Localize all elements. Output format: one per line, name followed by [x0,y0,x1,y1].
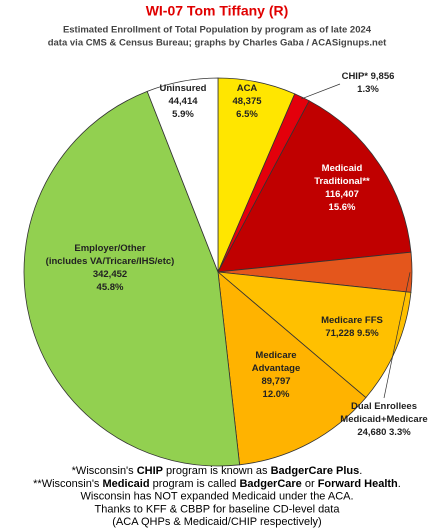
category-label: Medicare FFS [321,315,383,326]
percent-label: 12.0% [263,389,290,400]
category-label: Traditional** [314,176,370,187]
slice-label: 45.8% [97,282,124,293]
subtitle: data via CMS & Census Bureau; graphs by … [48,38,387,49]
slice-label: 89,797 [261,376,290,387]
category-label: Advantage [252,363,301,374]
footnote: *Wisconsin's CHIP program is known as Ba… [72,465,363,477]
slice-label: 24,680 3.3% [357,427,411,438]
footnote-segment: . [359,465,362,477]
value-label: 342,452 [93,269,127,280]
slice-label: Medicaid+Medicare [340,414,427,425]
footnote-segment: Wisconsin has NOT expanded Medicaid unde… [80,491,353,503]
slice-label: 12.0% [263,389,290,400]
category-label: Employer/Other [74,243,146,254]
footnote-segment: (ACA QHPs & Medicaid/CHIP respectively) [112,516,321,528]
footnote-segment: . [398,478,401,490]
category-label: Uninsured [160,83,207,94]
value-label: 116,407 [325,189,359,200]
slice-label: Medicare [255,350,296,361]
slice-label: 1.3% [357,84,379,95]
pie-slice [146,77,219,273]
slice-label: Medicaid [322,163,363,174]
percent-label: 45.8% [97,282,124,293]
footnote-segment: Medicaid [102,478,149,490]
value-label: 48,375 [232,96,262,107]
category-label: Medicaid+Medicare [340,414,427,425]
slice-label: Dual Enrollees [351,401,417,412]
footnote-segment: *Wisconsin's [72,465,137,477]
slice-label: (includes VA/Tricare/IHS/etc) [46,256,175,267]
percent-label: 6.5% [236,109,258,120]
pie-slice [217,271,367,466]
value-label: 89,797 [261,376,290,387]
footnote-segment: Forward Health [318,478,398,490]
footnote-segment: program is known as [163,465,271,477]
chart-title: WI-07 Tom Tiffany (R) [146,3,289,19]
footnote-segment: CHIP [137,465,163,477]
footnote-segment: **Wisconsin's [33,478,102,490]
category-label: (includes VA/Tricare/IHS/etc) [46,256,175,267]
slice-label: 5.9% [172,109,194,120]
footnote-segment: program is called [150,478,240,490]
slice-label: Advantage [252,363,301,374]
slice-label: Traditional** [314,176,370,187]
value-label: 44,414 [168,96,198,107]
pie-slice [217,100,412,273]
slice-label: 71,228 9.5% [325,328,379,339]
category-label: Medicaid [322,163,363,174]
slice-label: 6.5% [236,109,258,120]
slice-label: ACA [237,83,258,94]
slice-label: CHIP* 9,856 [342,71,395,82]
slice-label: Employer/Other [74,243,146,254]
footnote: **Wisconsin's Medicaid program is called… [33,478,401,490]
footnote-segment: or [302,478,318,490]
slice-label: Uninsured [160,83,207,94]
pie-slice [23,90,241,467]
slice-label: 342,452 [93,269,127,280]
percent-label: 15.6% [329,202,356,213]
leader-line [301,83,341,100]
value-label: 71,228 [325,328,354,339]
pie-slice [216,271,412,399]
slice-label: 15.6% [329,202,356,213]
slice-label: 44,414 [168,96,198,107]
footnote: (ACA QHPs & Medicaid/CHIP respectively) [112,516,321,528]
percent-label: 3.3% [389,427,411,438]
percent-label: 9.5% [357,328,379,339]
percent-label: 1.3% [357,84,379,95]
footnote-segment: BadgerCare [239,478,301,490]
value-label: 24,680 [357,427,386,438]
category-label: ACA [237,83,258,94]
percent-label: 5.9% [172,109,194,120]
category-label: Dual Enrollees [351,401,417,412]
slice-label: Medicare FFS [321,315,383,326]
category-label: Medicare [255,350,296,361]
footnote: Wisconsin has NOT expanded Medicaid unde… [80,491,353,503]
slice-label: 48,375 [232,96,262,107]
footnote-segment: Thanks to KFF & CBBP for baseline CD-lev… [95,503,341,515]
category-label: CHIP* [342,71,369,82]
slice-label: 116,407 [325,189,359,200]
footnote-segment: BadgerCare Plus [271,465,360,477]
leader-line [383,272,411,399]
value-label: 9,856 [371,71,395,82]
subtitle: Estimated Enrollment of Total Population… [63,25,372,36]
footnote: Thanks to KFF & CBBP for baseline CD-lev… [95,503,341,515]
